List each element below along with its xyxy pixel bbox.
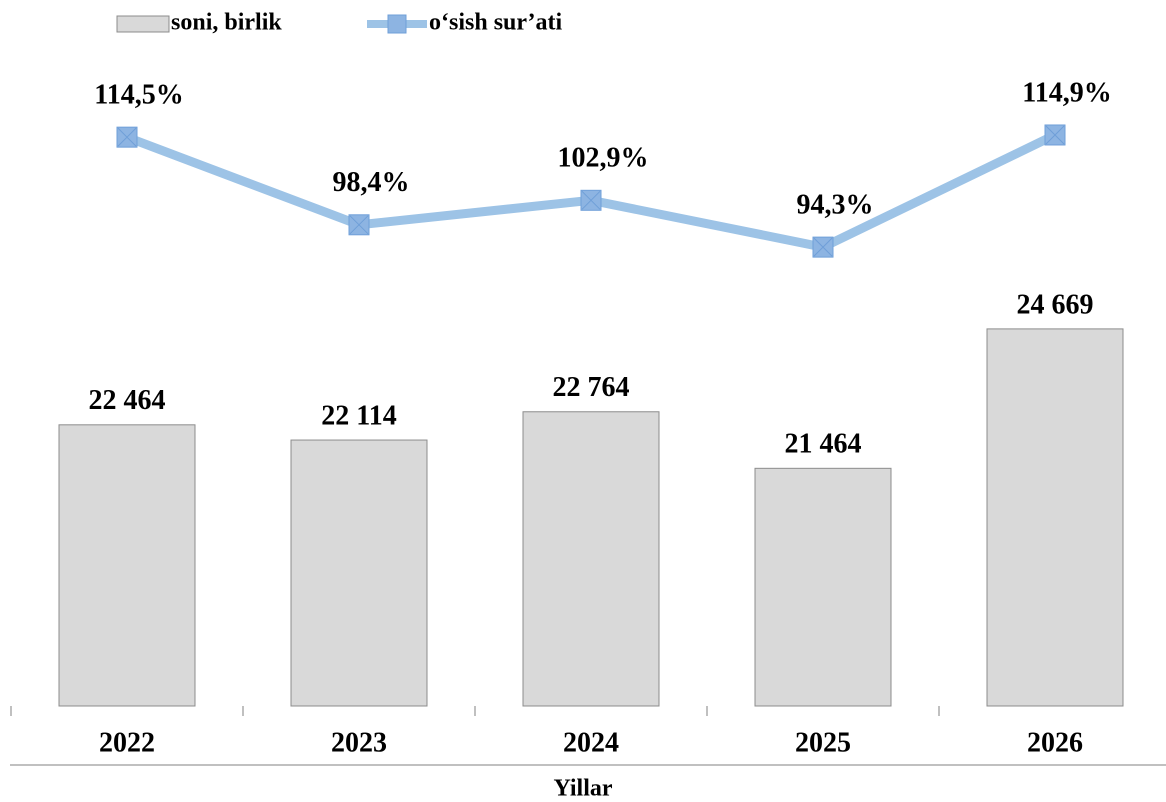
marker-cross [1045, 125, 1065, 145]
data-label: 114,9% [1022, 77, 1111, 108]
bar [290, 439, 428, 707]
marker-cross [349, 215, 369, 235]
data-label: 22 764 [553, 372, 630, 403]
marker-cross [581, 190, 601, 210]
x-tick-label: 2022 [99, 727, 155, 758]
x-tick-label: 2023 [331, 727, 387, 758]
legend-swatch [116, 15, 170, 33]
data-label: 102,9% [558, 143, 649, 174]
bar [986, 328, 1124, 707]
data-label: 22 464 [89, 385, 166, 416]
legend-marker [387, 14, 407, 34]
marker-cross [117, 127, 137, 147]
data-label: 114,5% [94, 80, 183, 111]
data-label: 94,3% [797, 190, 874, 221]
bar [58, 424, 196, 707]
bar [754, 467, 892, 707]
x-axis-label: Yillar [553, 776, 612, 802]
x-tick-label: 2024 [563, 727, 619, 758]
marker-cross [813, 237, 833, 257]
legend-label: o‘sish sur’ati [429, 10, 562, 36]
data-label: 98,4% [333, 167, 410, 198]
bar [522, 411, 660, 707]
legend-label: soni, birlik [171, 10, 282, 36]
x-tick-label: 2026 [1027, 727, 1083, 758]
data-label: 22 114 [321, 400, 396, 431]
data-label: 21 464 [785, 429, 862, 460]
data-label: 24 669 [1017, 289, 1094, 320]
x-tick-label: 2025 [795, 727, 851, 758]
